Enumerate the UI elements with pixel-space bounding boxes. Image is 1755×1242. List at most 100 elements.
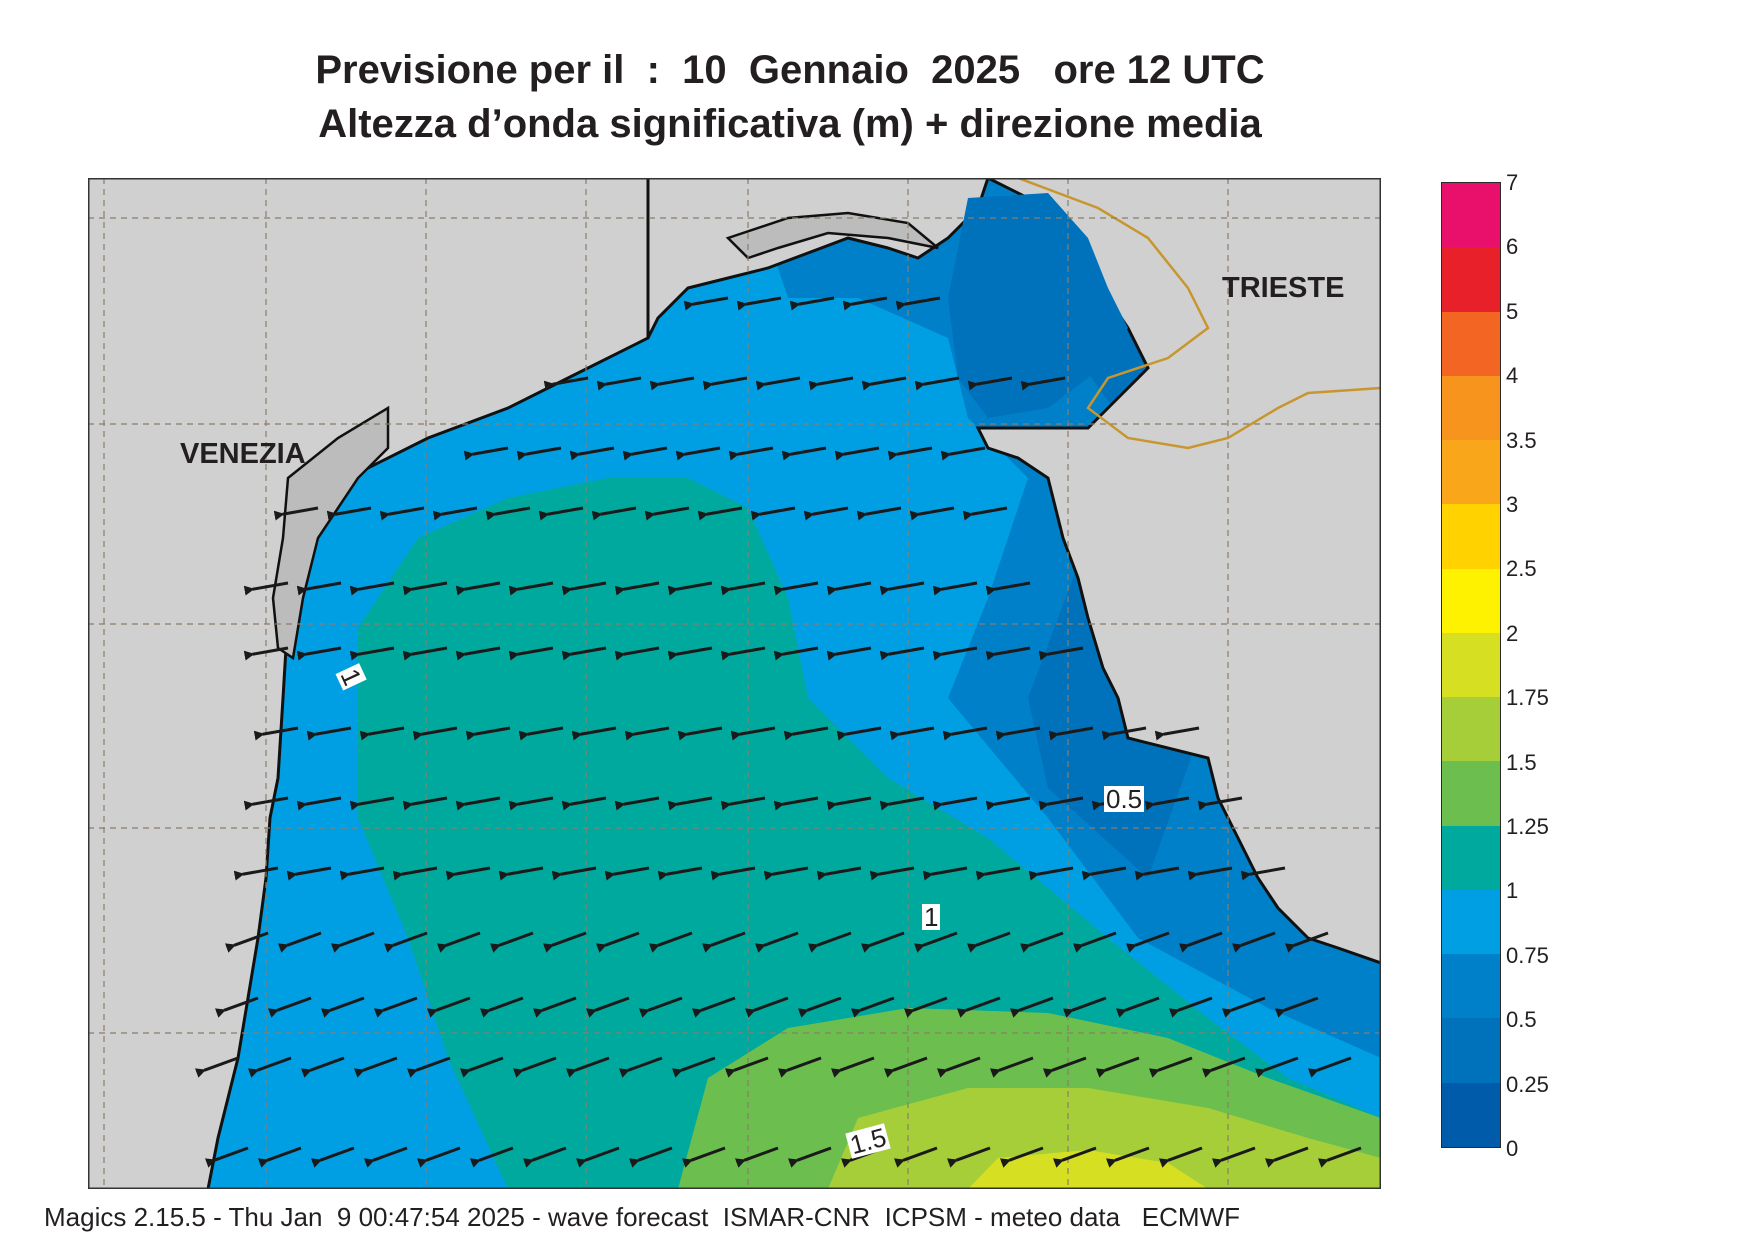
color-legend: [1441, 182, 1501, 1148]
legend-swatch: [1442, 183, 1500, 248]
legend-level-label: 2.5: [1506, 556, 1537, 582]
direction-arrow: [436, 931, 481, 953]
direction-arrow: [426, 996, 471, 1018]
direction-arrow: [966, 931, 1011, 953]
direction-arrow: [808, 376, 854, 391]
direction-arrow: [296, 581, 342, 596]
direction-arrow: [836, 726, 882, 741]
direction-arrow: [455, 646, 501, 661]
direction-arrow: [999, 1146, 1044, 1168]
direction-arrow: [1134, 866, 1180, 881]
direction-arrow: [1105, 1146, 1150, 1168]
direction-arrow: [1221, 996, 1266, 1018]
direction-arrow: [349, 646, 395, 661]
direction-arrow: [618, 1056, 663, 1078]
direction-arrow: [744, 996, 789, 1018]
direction-arrow: [243, 796, 289, 811]
direction-arrow: [826, 646, 872, 661]
direction-arrow: [543, 376, 589, 391]
legend-swatch: [1442, 504, 1500, 569]
direction-arrow: [754, 931, 799, 953]
direction-arrow: [850, 996, 895, 1018]
direction-arrow: [681, 1146, 726, 1168]
direction-arrow: [1231, 931, 1276, 953]
direction-arrow: [561, 796, 607, 811]
direction-arrow: [755, 376, 801, 391]
national-border: [1017, 178, 1381, 450]
direction-arrow: [985, 581, 1031, 596]
direction-arrow: [459, 1056, 504, 1078]
contour-label-1-south: 1: [922, 902, 941, 932]
direction-arrow: [1038, 796, 1084, 811]
direction-arrow: [861, 376, 907, 391]
direction-arrow: [649, 376, 695, 391]
direction-arrow: [932, 581, 978, 596]
direction-arrow: [300, 1056, 345, 1078]
legend-swatch: [1442, 311, 1500, 376]
direction-arrow: [1158, 1146, 1203, 1168]
direction-arrow: [922, 866, 968, 881]
legend-level-label: 1.75: [1506, 685, 1549, 711]
legend-level-label: 0.75: [1506, 942, 1549, 968]
legend-swatch: [1442, 889, 1500, 955]
graticule: [88, 178, 1381, 1189]
direction-arrow: [233, 866, 279, 881]
direction-arrow: [571, 726, 617, 741]
direction-arrow: [614, 796, 660, 811]
direction-arrow: [253, 726, 299, 741]
direction-arrow: [561, 581, 607, 596]
direction-arrow: [830, 1056, 875, 1078]
direction-arrow: [903, 996, 948, 1018]
direction-arrow: [349, 581, 395, 596]
direction-arrow: [842, 296, 888, 311]
direction-arrow: [402, 796, 448, 811]
direction-arrow: [516, 446, 562, 461]
direction-arrow: [412, 726, 458, 741]
direction-arrow: [604, 866, 650, 881]
direction-arrow: [402, 581, 448, 596]
direction-arrow: [479, 996, 524, 1018]
direction-arrow: [1307, 1056, 1352, 1078]
direction-arrow: [1009, 996, 1054, 1018]
direction-arrow: [432, 506, 478, 521]
direction-arrow: [247, 1056, 292, 1078]
direction-arrow: [296, 796, 342, 811]
legend-swatch: [1442, 632, 1500, 698]
legend-swatch: [1442, 440, 1500, 505]
legend-level-label: 0.5: [1506, 1007, 1537, 1033]
direction-arrow: [565, 1056, 610, 1078]
direction-arrow: [667, 646, 713, 661]
legend-swatch: [1442, 954, 1500, 1019]
footer-credits: Magics 2.15.5 - Thu Jan 9 00:47:54 2025 …: [44, 1202, 1240, 1232]
direction-arrow: [1274, 996, 1319, 1018]
direction-arrow: [750, 506, 796, 521]
direction-arrow: [243, 581, 289, 596]
direction-arrow: [512, 1056, 557, 1078]
direction-arrow: [985, 796, 1031, 811]
direction-arrow: [856, 506, 902, 521]
direction-arrow: [1201, 1056, 1246, 1078]
direction-arrow: [657, 866, 703, 881]
direction-arrow: [310, 1146, 355, 1168]
direction-arrow: [628, 1146, 673, 1168]
direction-arrow: [946, 1146, 991, 1168]
direction-arrow: [1052, 1146, 1097, 1168]
direction-arrow: [257, 1146, 302, 1168]
legend-swatch: [1442, 697, 1500, 762]
direction-arrow: [595, 931, 640, 953]
direction-arrow: [797, 996, 842, 1018]
marano-lagoon: [725, 211, 939, 260]
direction-arrow: [465, 726, 511, 741]
map-canvas: [88, 178, 1381, 1189]
direction-arrow: [1048, 726, 1094, 741]
map-frame: [88, 178, 1381, 1189]
legend-swatch: [1442, 568, 1500, 633]
direction-arrow: [1187, 866, 1233, 881]
direction-arrow: [353, 1056, 398, 1078]
direction-arrow: [383, 931, 428, 953]
direction-arrow: [936, 1056, 981, 1078]
direction-arrow: [773, 796, 819, 811]
direction-arrow: [575, 1146, 620, 1168]
direction-arrow: [1125, 931, 1170, 953]
wave-band-1.75-2: [968, 1150, 1208, 1189]
